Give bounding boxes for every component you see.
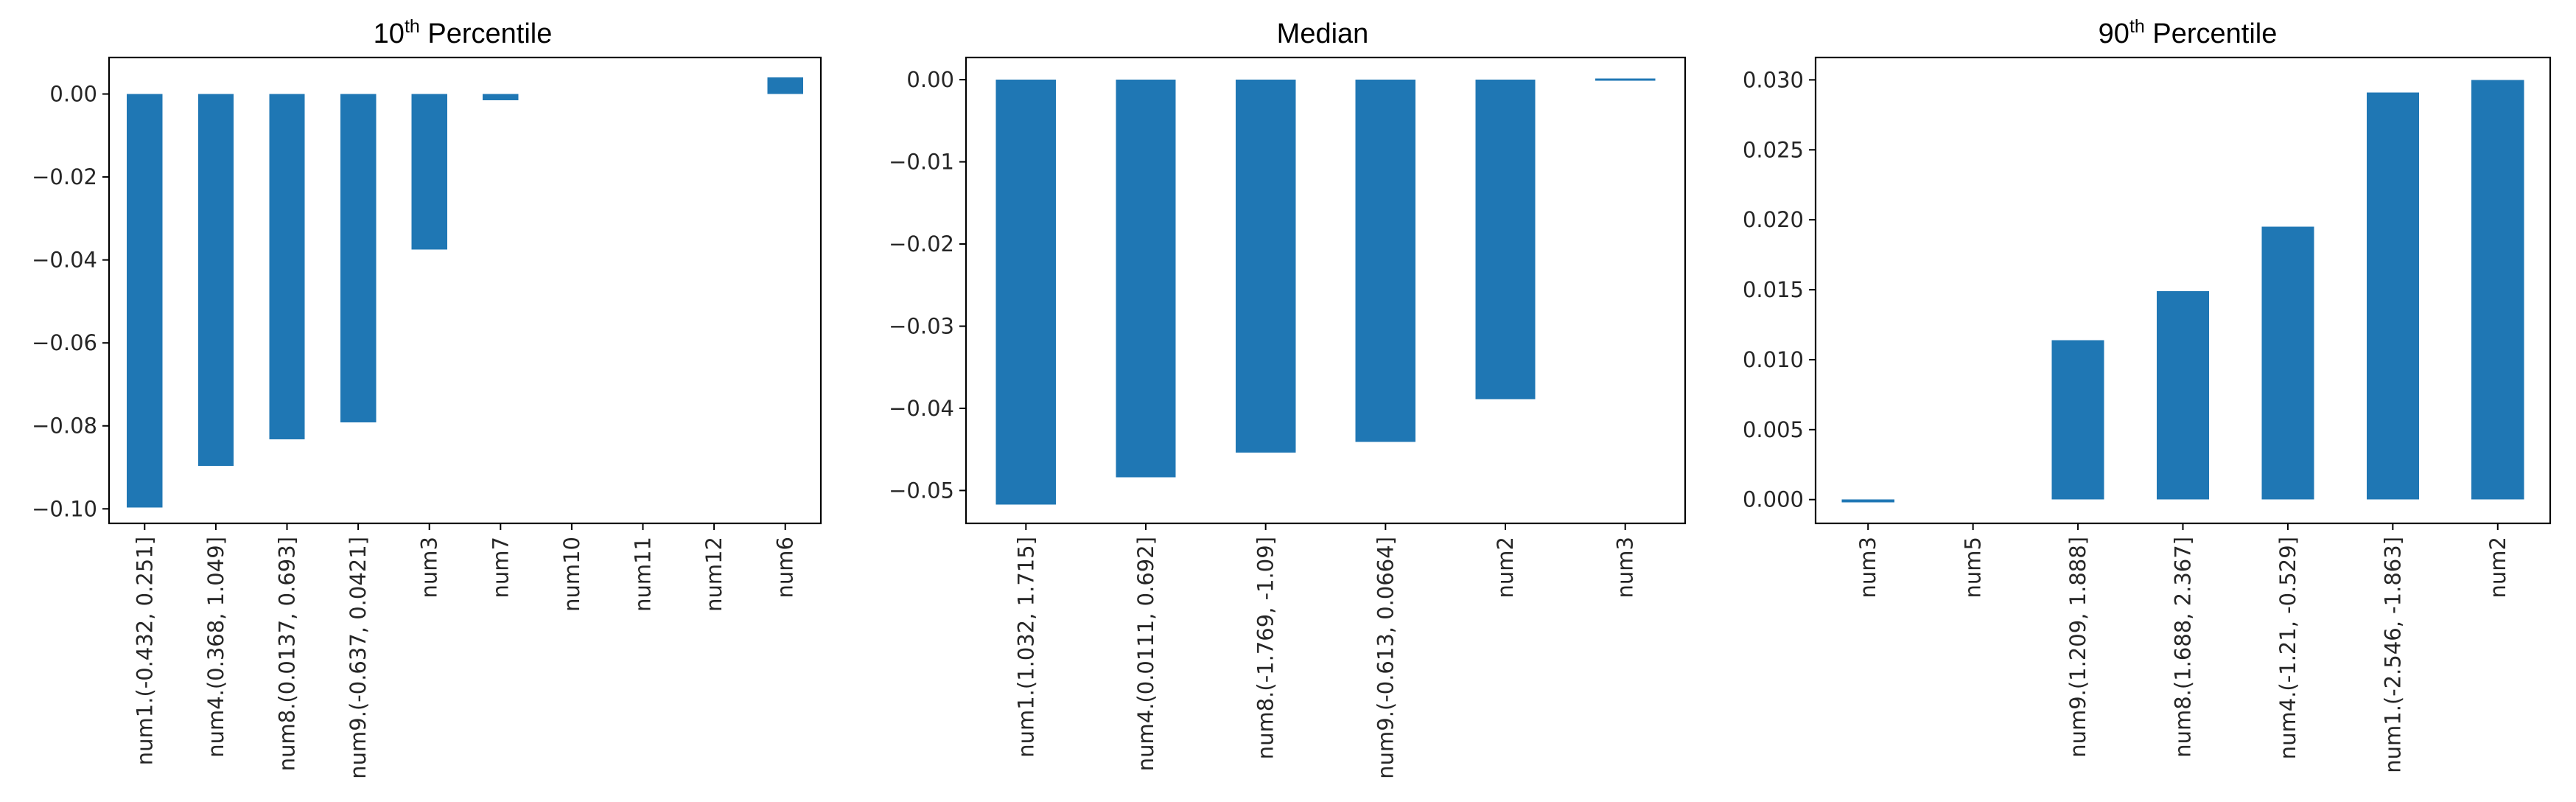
y-tick-label: 0.00 xyxy=(49,82,97,107)
bar-5 xyxy=(2261,226,2314,500)
bar-3 xyxy=(269,94,305,439)
chart-panel-1: 10th Percentile 0.00 −0.02 −0.04 −0.06 −0.08 −… xyxy=(32,16,822,779)
y-tick-label: −0.06 xyxy=(32,330,97,355)
y-tick-label: −0.01 xyxy=(889,150,954,175)
bar-3 xyxy=(2051,340,2104,500)
title-base: 10 xyxy=(374,18,405,49)
bar-3 xyxy=(1236,80,1296,453)
bar-4 xyxy=(2156,290,2210,500)
bar-1 xyxy=(995,80,1056,505)
chart-title: Median xyxy=(1277,18,1369,49)
x-tick-label: num3 xyxy=(417,537,442,598)
y-tick-label: 0.005 xyxy=(1743,417,1804,442)
bar-1 xyxy=(1841,499,1894,503)
y-tick-label: −0.04 xyxy=(889,396,954,421)
title-rest: Percentile xyxy=(2145,18,2278,49)
y-tick-label: −0.02 xyxy=(32,164,97,189)
x-tick-label: num3 xyxy=(1855,537,1880,598)
title-superscript: th xyxy=(2129,16,2145,37)
x-tick-label: num12 xyxy=(701,537,727,612)
bar-2 xyxy=(1116,80,1176,478)
bar-5 xyxy=(411,94,447,250)
x-tick-label: num3 xyxy=(1613,537,1638,598)
y-tick-label: −0.10 xyxy=(32,496,97,521)
x-tick-label: num5 xyxy=(1961,537,1986,598)
bar-10 xyxy=(767,77,803,94)
x-tick-label: num2 xyxy=(2485,537,2510,598)
title-rest: Percentile xyxy=(420,18,553,49)
x-tick-label: num8.(1.688, 2.367] xyxy=(2171,537,2196,758)
y-tick-label: 0.000 xyxy=(1743,487,1804,512)
title-superscript: th xyxy=(405,16,420,37)
bar-4 xyxy=(340,94,377,423)
x-tick-label: num10 xyxy=(559,537,584,612)
x-tick-label: num9.(-0.637, 0.0421] xyxy=(346,537,371,779)
x-tick-label: num1.(1.032, 1.715] xyxy=(1013,537,1038,758)
x-tick-label: num8.(0.0137, 0.693] xyxy=(275,537,300,771)
y-tick-label: 0.015 xyxy=(1743,277,1804,302)
chart-title: 10th Percentile xyxy=(374,16,553,49)
bar-2 xyxy=(197,94,234,466)
chart-title: 90th Percentile xyxy=(2099,16,2278,49)
x-tick-label: num4.(-1.21, -0.529] xyxy=(2275,537,2300,759)
y-tick-label: 0.010 xyxy=(1743,347,1804,372)
title-base: 90 xyxy=(2099,18,2129,49)
x-tick-label: num4.(0.0111, 0.692] xyxy=(1133,537,1158,771)
y-tick-label: 0.020 xyxy=(1743,207,1804,232)
bar-7 xyxy=(2471,80,2524,500)
y-tick-label: −0.05 xyxy=(889,478,954,503)
y-tick-label: −0.02 xyxy=(889,231,954,257)
bar-5 xyxy=(1475,80,1536,400)
chart-panel-2: Median 0.00 −0.01 −0.02 −0.03 −0.04 −0.05 num1.… xyxy=(889,18,1687,779)
y-tick-label: 0.030 xyxy=(1743,67,1804,92)
x-tick-label: num6 xyxy=(773,537,798,598)
y-tick-label: 0.00 xyxy=(906,67,954,92)
bar-6 xyxy=(2366,92,2419,500)
axes-frame xyxy=(108,56,822,525)
x-tick-label: num9.(-0.613, 0.0664] xyxy=(1373,537,1398,779)
bar-1 xyxy=(127,94,163,508)
x-tick-label: num9.(1.209, 1.888] xyxy=(2065,537,2090,758)
y-tick-label: −0.03 xyxy=(889,313,954,338)
y-tick-label: −0.04 xyxy=(32,248,97,273)
chart-panel-3: 90th Percentile 0.000 0.005 0.010 0.015 0.020… xyxy=(1743,16,2552,773)
axes-frame xyxy=(965,56,1687,525)
bar-6 xyxy=(1595,78,1656,81)
x-tick-label: num2 xyxy=(1493,537,1518,598)
y-tick-label: 0.025 xyxy=(1743,137,1804,162)
y-tick-label: −0.08 xyxy=(32,414,97,439)
bar-4 xyxy=(1355,80,1415,442)
x-tick-label: num4.(0.368, 1.049] xyxy=(203,537,228,758)
x-tick-label: num1.(-2.546, -1.863] xyxy=(2380,537,2405,773)
x-tick-label: num1.(-0.432, 0.251] xyxy=(132,537,157,765)
bar-6 xyxy=(483,94,519,100)
x-tick-label: num8.(-1.769, -1.09] xyxy=(1253,537,1278,759)
x-tick-label: num7 xyxy=(488,537,513,598)
x-tick-label: num11 xyxy=(631,537,656,612)
